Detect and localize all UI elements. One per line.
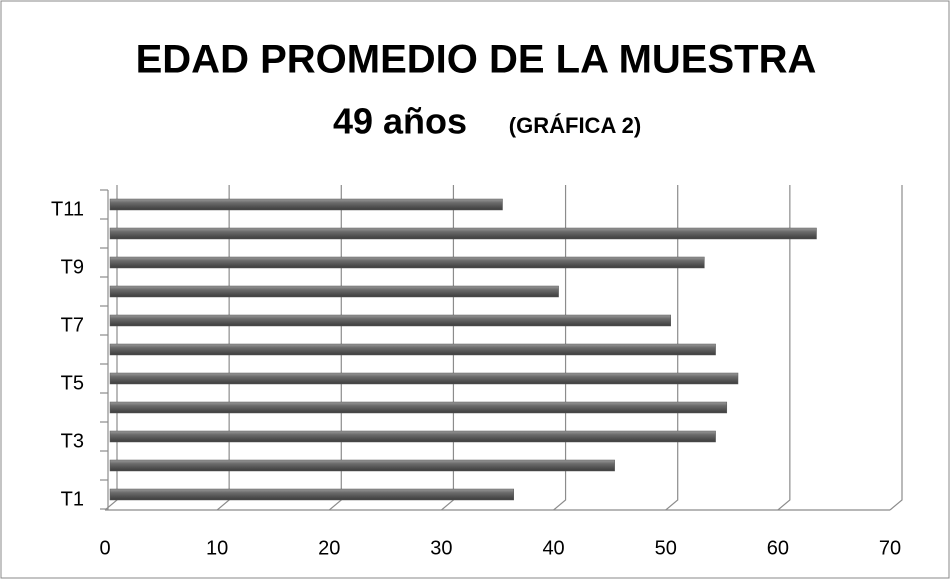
bar <box>109 198 503 211</box>
bar <box>109 488 514 501</box>
bar <box>109 459 615 472</box>
y-tick-label: T5 <box>61 372 84 394</box>
y-tick-label: T9 <box>61 256 84 278</box>
bar <box>109 372 739 385</box>
x-tick-label: 40 <box>542 537 564 559</box>
y-tick-label: T11 <box>51 198 84 220</box>
x-tick-label: 20 <box>318 537 340 559</box>
x-tick-label: 0 <box>99 537 110 559</box>
grid-line <box>889 185 903 511</box>
x-tick-label: 70 <box>879 537 901 559</box>
x-tick-label: 10 <box>206 537 228 559</box>
chart-title: EDAD PROMEDIO DE LA MUESTRA <box>136 38 817 82</box>
bar <box>109 401 728 414</box>
bar <box>109 227 817 240</box>
y-tick-label: T7 <box>61 314 84 336</box>
x-tick-label: 50 <box>655 537 677 559</box>
grid-line <box>777 185 791 511</box>
grid-line <box>553 185 567 511</box>
bar <box>109 314 671 327</box>
subtitle-note: (GRÁFICA 2) <box>509 113 641 138</box>
bar <box>109 430 716 443</box>
y-tick-label: T1 <box>61 488 84 510</box>
grid-line <box>665 185 679 511</box>
y-tick-label: T3 <box>61 430 84 452</box>
x-tick-label: 60 <box>767 537 789 559</box>
chart-subtitle: 49 años <box>333 101 467 142</box>
bar <box>109 285 559 298</box>
x-tick-label: 30 <box>430 537 452 559</box>
bar <box>109 256 705 269</box>
bar <box>109 343 716 356</box>
